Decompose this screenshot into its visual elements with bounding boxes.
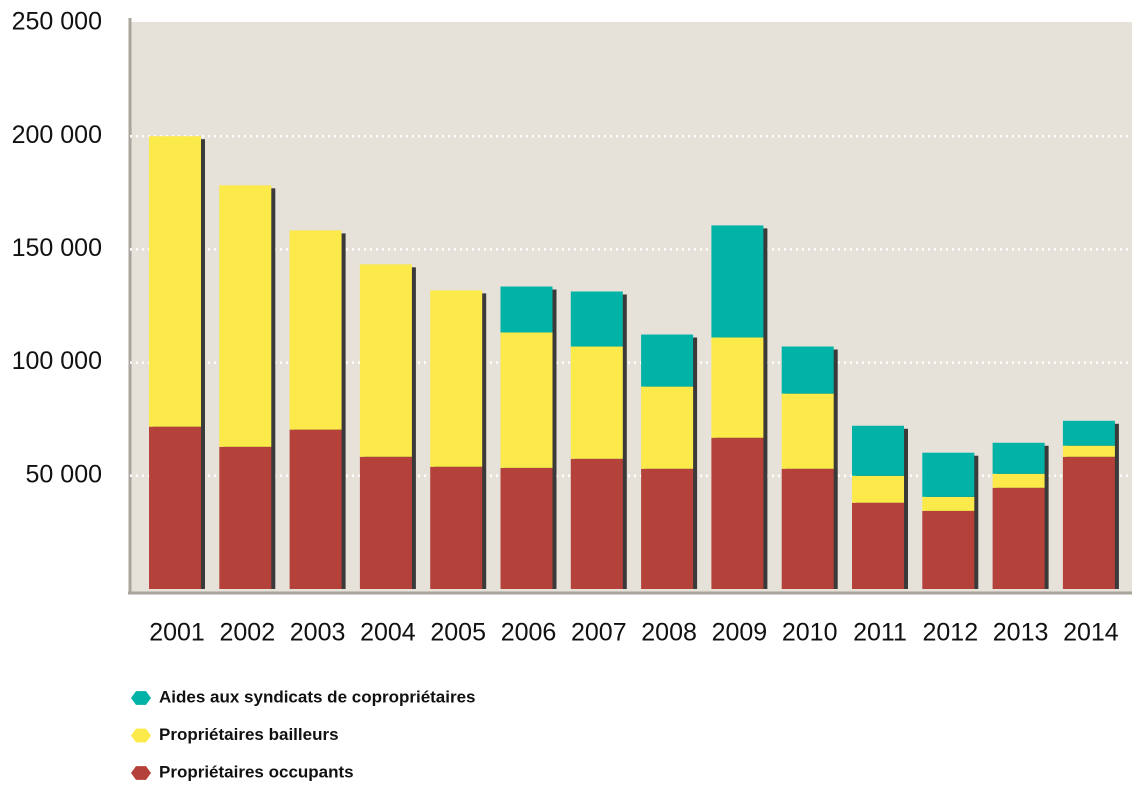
bar-segment — [711, 337, 764, 438]
bar-segment — [219, 185, 272, 447]
bar-segment — [922, 510, 975, 589]
legend-label: Aides aux syndicats de copropriétaires — [159, 687, 476, 706]
bar-segment — [500, 286, 553, 333]
y-tick-label: 50 000 — [26, 460, 102, 488]
y-tick-label: 200 000 — [12, 121, 102, 149]
x-tick-label: 2004 — [360, 619, 416, 647]
bar-segment — [992, 487, 1045, 589]
bar-segment — [149, 136, 201, 427]
bar-segment — [992, 442, 1045, 474]
bar-segment — [570, 346, 623, 459]
bar-segment — [781, 346, 834, 394]
bar-segment — [992, 473, 1045, 488]
bar-segment — [852, 502, 904, 589]
bar-segment — [1062, 445, 1115, 457]
bar-segment — [570, 291, 623, 347]
bar-segment — [500, 332, 553, 468]
legend-swatch — [131, 691, 151, 705]
x-tick-label: 2011 — [853, 619, 907, 647]
x-tick-label: 2008 — [641, 619, 697, 647]
x-tick-label: 2001 — [149, 619, 205, 647]
x-tick-label: 2009 — [712, 619, 768, 647]
bar-segment — [1062, 420, 1115, 446]
x-tick-label: 2013 — [993, 619, 1049, 647]
bar-segment — [500, 467, 553, 589]
plot-background — [130, 22, 1132, 592]
legend-label: Propriétaires bailleurs — [159, 725, 339, 744]
x-tick-label: 2003 — [290, 619, 346, 647]
x-tick-label: 2007 — [571, 619, 627, 647]
bar-segment — [781, 393, 834, 469]
bar-segment — [149, 426, 201, 589]
bar-segment — [289, 429, 342, 589]
x-tick-label: 2005 — [430, 619, 486, 647]
legend-label: Propriétaires occupants — [159, 762, 354, 781]
x-tick-label: 2006 — [501, 619, 557, 647]
x-tick-label: 2010 — [782, 619, 838, 647]
legend-swatch — [131, 766, 151, 780]
bar-segment — [922, 452, 975, 497]
bar-segment — [922, 496, 975, 511]
legend-swatch — [131, 728, 151, 743]
bar-segment — [359, 456, 412, 589]
bar-segment — [570, 458, 623, 589]
x-tick-label: 2012 — [922, 619, 978, 647]
bar-segment — [852, 475, 904, 503]
bar-segment — [1062, 456, 1115, 589]
bar-segment — [641, 386, 694, 469]
x-tick-label: 2002 — [219, 619, 275, 647]
x-tick-label: 2014 — [1063, 619, 1119, 647]
bar-segment — [430, 290, 483, 467]
bar-segment — [219, 446, 272, 589]
bar-segment — [359, 264, 412, 457]
bar-segment — [711, 437, 764, 589]
bar-segment — [781, 468, 834, 589]
bar-segment — [852, 425, 904, 476]
bar-segment — [289, 230, 342, 430]
y-tick-label: 150 000 — [12, 234, 102, 262]
y-tick-label: 250 000 — [12, 8, 102, 36]
bar-segment — [711, 225, 764, 338]
bar-segment — [430, 466, 483, 589]
y-tick-label: 100 000 — [12, 347, 102, 375]
bar-segment — [641, 334, 694, 387]
bar-segment — [641, 468, 694, 589]
